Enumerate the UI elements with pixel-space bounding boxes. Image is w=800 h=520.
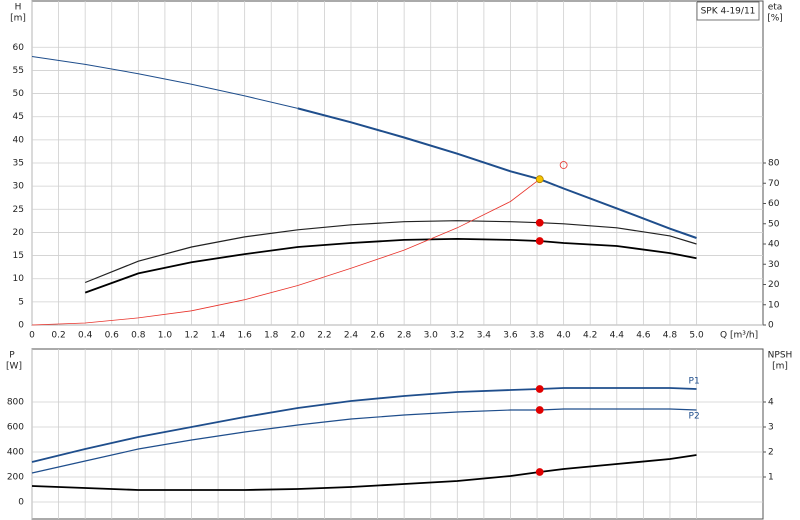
x-tick-label: 5.0	[689, 331, 704, 341]
y-axis-label: P	[9, 351, 15, 361]
plot-frame	[31, 348, 764, 520]
y-tick-label: 35	[13, 159, 24, 169]
curve	[84, 237, 697, 294]
y2-tick-label: 60	[768, 199, 780, 209]
y-tick-label: 400	[7, 448, 24, 458]
x-tick-label: 3.0	[424, 331, 439, 341]
x-tick-label: 3.2	[450, 331, 464, 341]
label-box	[696, 1, 760, 21]
y-tick-label: 40	[13, 135, 25, 145]
y2-tick-label: 4	[768, 398, 774, 408]
y2-tick-label: 10	[768, 300, 780, 310]
curve-label: P1	[689, 377, 700, 387]
x-tick-label: 3.4	[477, 331, 492, 341]
x-axis-label: Q [m³/h]	[720, 331, 758, 341]
y2-tick-label: 2	[768, 448, 774, 458]
x-tick-label: 2.8	[397, 331, 412, 341]
y2-tick-label: 0	[768, 321, 774, 331]
y2-tick-label: 40	[768, 240, 780, 250]
y-axis-label: H	[15, 3, 22, 13]
y-tick-label: 0	[18, 321, 24, 331]
x-tick-label: 2.4	[344, 331, 359, 341]
y2-axis-unit: [%]	[767, 14, 783, 24]
y-tick-label: 50	[13, 89, 25, 99]
y-axis-unit: [m]	[10, 14, 26, 24]
x-tick-label: 2.2	[317, 331, 331, 341]
y-tick-label: 10	[13, 274, 25, 284]
curve	[31, 56, 298, 109]
x-tick-label: 2.0	[291, 331, 306, 341]
y-tick-label: 60	[13, 43, 25, 53]
y-tick-label: 200	[7, 473, 24, 483]
y-tick-label: 5	[18, 297, 24, 307]
operating-point	[535, 406, 544, 414]
curve	[297, 107, 697, 239]
curve	[31, 408, 697, 474]
y2-tick-label: 1	[768, 473, 774, 483]
curve	[84, 220, 697, 284]
y-tick-label: 45	[13, 112, 24, 122]
x-tick-label: 3.6	[503, 331, 518, 341]
y2-tick-label: 70	[768, 179, 780, 189]
y-tick-label: 55	[13, 66, 24, 76]
y2-axis-label: NPSH	[768, 351, 793, 361]
x-tick-label: 2.6	[370, 331, 385, 341]
x-tick-label: 1.8	[264, 331, 279, 341]
y2-axis-unit: [m]	[772, 362, 788, 372]
x-tick-label: 0	[29, 331, 35, 341]
x-tick-label: 4.0	[556, 331, 571, 341]
y-tick-label: 20	[13, 228, 25, 238]
y-tick-label: 25	[13, 205, 24, 215]
operating-point	[535, 468, 544, 476]
x-tick-label: 4.2	[583, 331, 597, 341]
curve	[31, 454, 697, 491]
chart-label: SPK 4-19/11	[701, 7, 756, 17]
x-tick-label: 0.2	[51, 331, 65, 341]
y2-axis-label: eta	[768, 3, 783, 13]
y2-tick-label: 20	[768, 280, 780, 290]
x-tick-label: 0.6	[105, 331, 120, 341]
y-tick-label: 15	[13, 251, 24, 261]
x-tick-label: 0.4	[78, 331, 93, 341]
operating-point	[559, 161, 568, 169]
y-tick-label: 30	[13, 182, 25, 192]
y2-tick-label: 30	[768, 260, 780, 270]
y-tick-label: 600	[7, 423, 24, 433]
operating-point	[535, 218, 544, 227]
curve	[31, 178, 540, 326]
y-tick-label: 0	[18, 498, 24, 508]
x-tick-label: 1.2	[184, 331, 198, 341]
y2-tick-label: 3	[768, 423, 774, 433]
x-tick-label: 3.8	[530, 331, 545, 341]
curve-label: P2	[689, 412, 700, 422]
x-tick-label: 0.8	[131, 331, 146, 341]
operating-point	[535, 237, 544, 245]
x-tick-label: 4.4	[610, 331, 625, 341]
y-axis-unit: [W]	[6, 362, 22, 372]
x-tick-label: 4.8	[663, 331, 678, 341]
curve	[31, 387, 697, 463]
x-tick-label: 4.6	[636, 331, 651, 341]
operating-point	[535, 385, 544, 393]
operating-point	[535, 175, 544, 184]
x-tick-label: 1.4	[211, 331, 226, 341]
y-tick-label: 800	[7, 398, 24, 408]
x-tick-label: 1.0	[158, 331, 173, 341]
x-tick-label: 1.6	[237, 331, 252, 341]
y2-tick-label: 80	[768, 159, 780, 169]
y2-tick-label: 50	[768, 219, 780, 229]
